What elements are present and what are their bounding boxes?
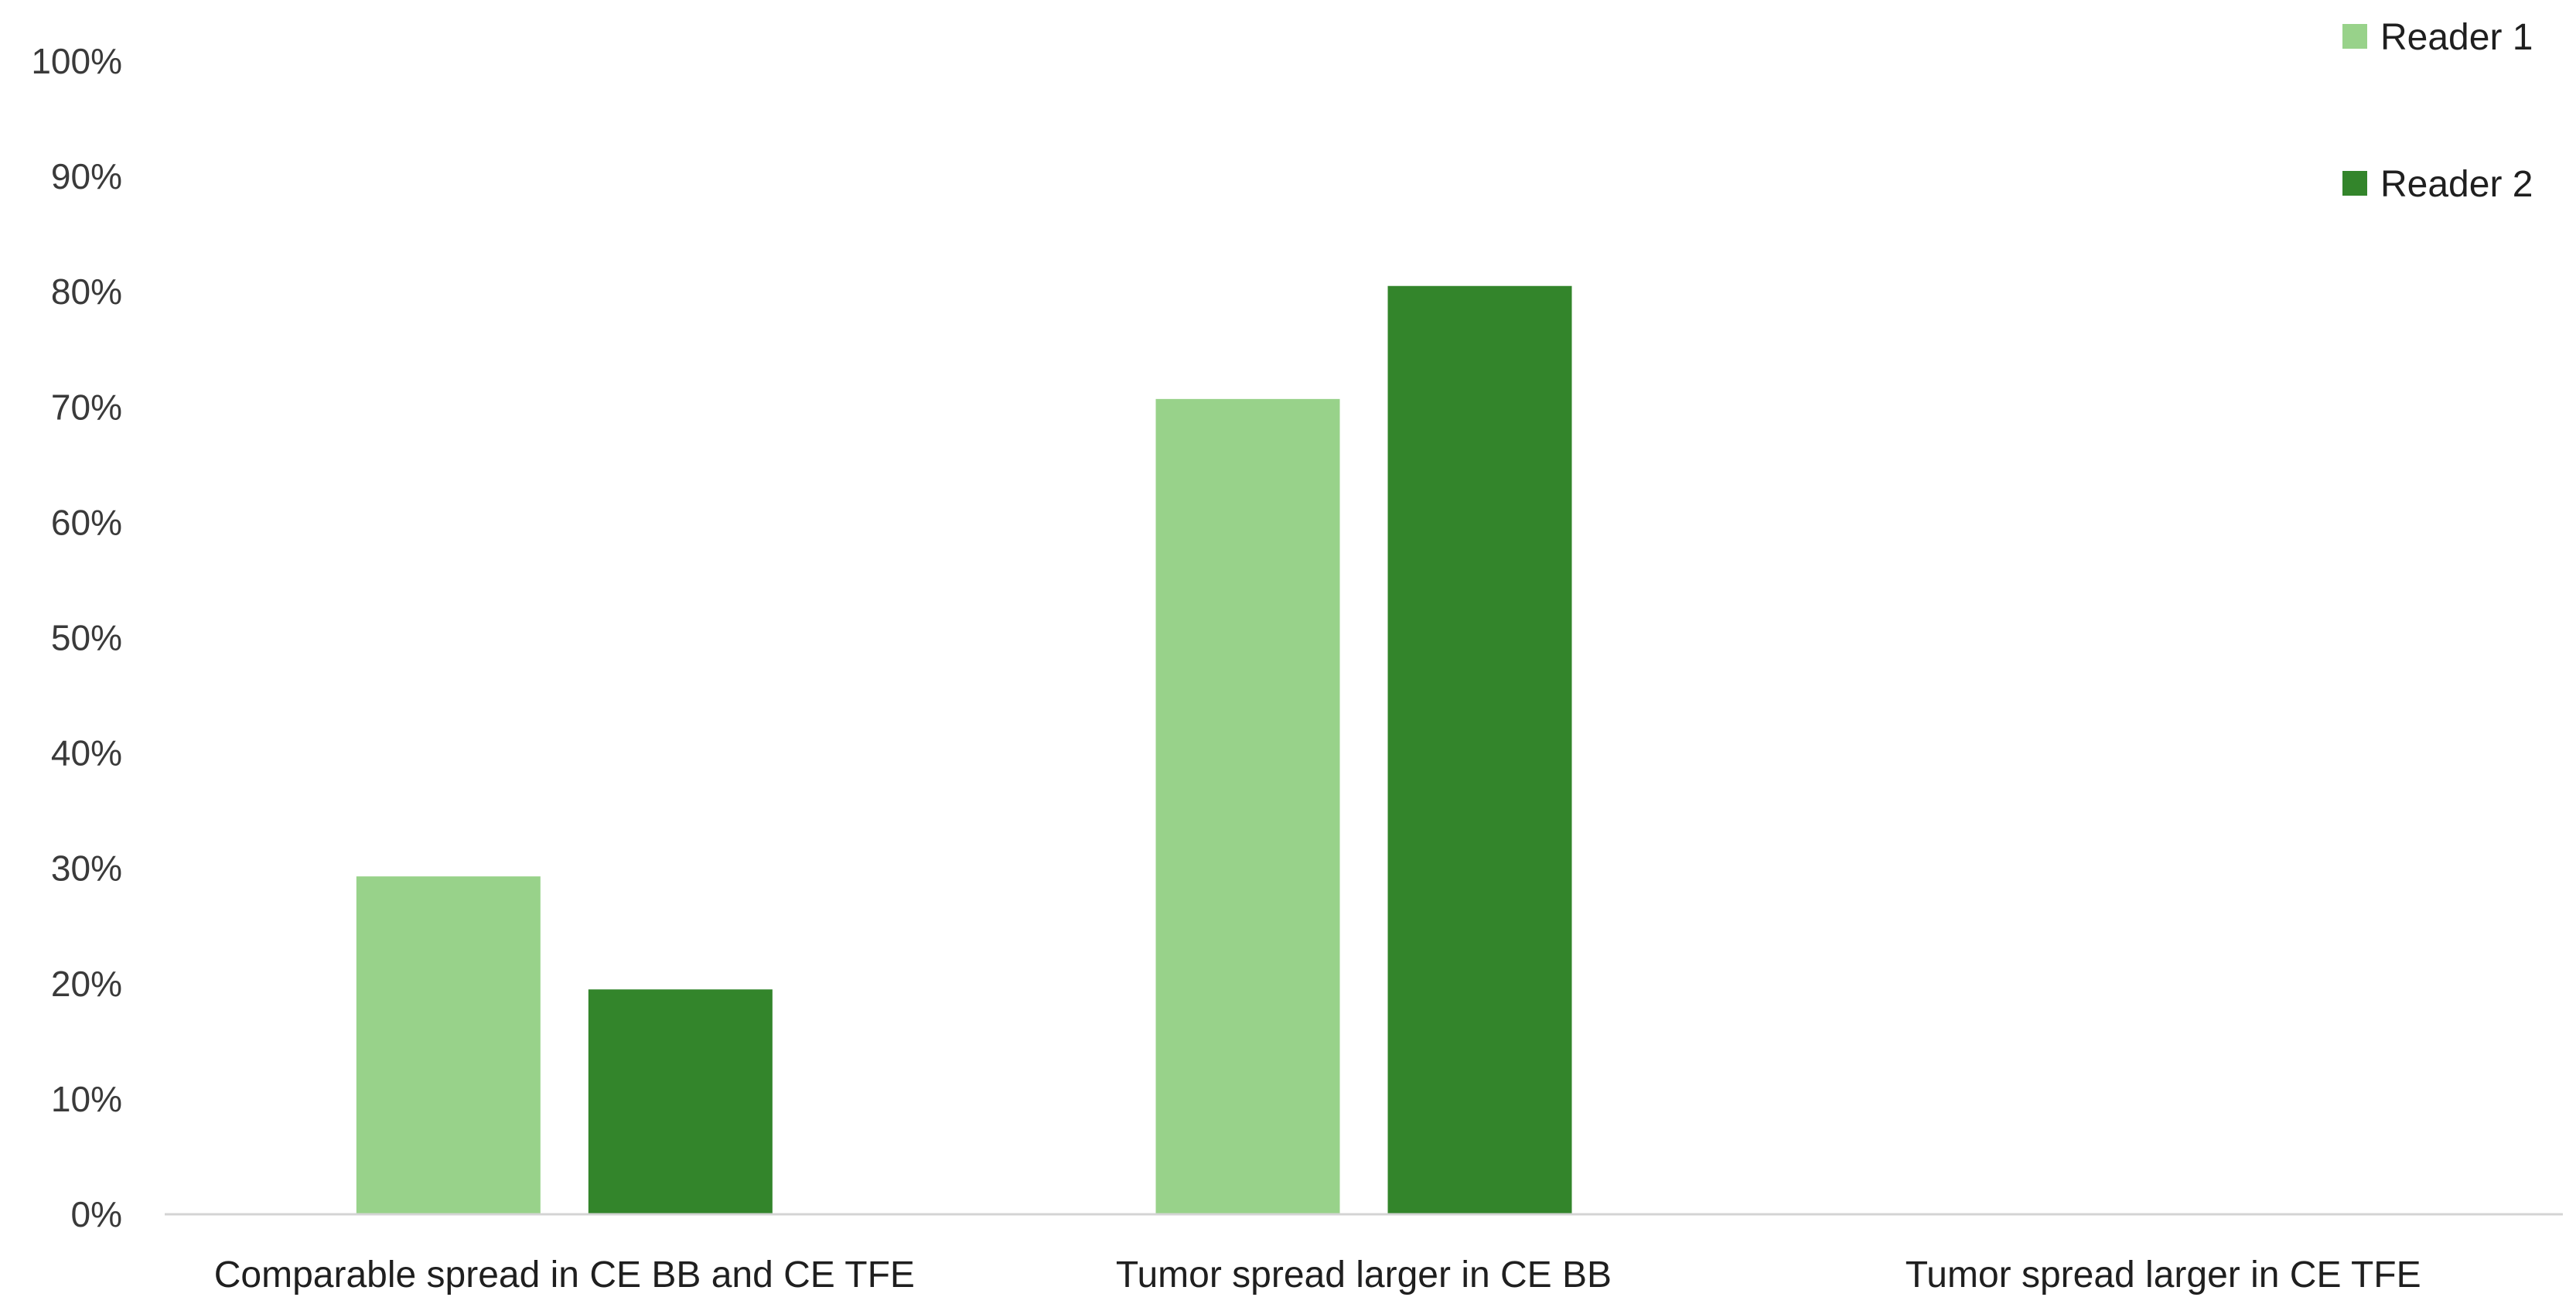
x-category-label: Tumor spread larger in CE TFE (1906, 1255, 2421, 1295)
bar-reader-1 (356, 876, 541, 1214)
bar-reader-1 (1155, 398, 1340, 1214)
y-tick-label: 60% (51, 502, 122, 542)
legend-swatch (2342, 171, 2367, 196)
y-tick-label: 10% (51, 1079, 122, 1119)
y-tick-label: 80% (51, 271, 122, 312)
x-category-label: Comparable spread in CE BB and CE TFE (214, 1255, 915, 1295)
legend-swatch (2342, 24, 2367, 49)
y-tick-label: 70% (51, 387, 122, 427)
y-tick-label: 90% (51, 156, 122, 196)
bars (356, 285, 1572, 1214)
y-tick-label: 40% (51, 733, 122, 773)
legend: Reader 1 Reader 2 (2342, 17, 2533, 205)
legend-label: Reader 2 (2380, 164, 2533, 205)
y-tick-label: 20% (51, 964, 122, 1004)
y-tick-label: 0% (71, 1194, 122, 1234)
x-axis-category-labels: Comparable spread in CE BB and CE TFE Tum… (214, 1255, 2421, 1295)
x-category-label: Tumor spread larger in CE BB (1116, 1255, 1612, 1295)
legend-label: Reader 1 (2380, 17, 2533, 58)
bar-reader-2 (1387, 285, 1572, 1214)
y-tick-label: 50% (51, 618, 122, 658)
y-tick-label: 100% (31, 41, 122, 81)
bar-reader-2 (588, 989, 773, 1214)
y-axis-tick-labels: 0% 10% 20% 30% 40% 50% 60% 70% 80% 90% 100% (31, 41, 122, 1234)
y-tick-label: 30% (51, 848, 122, 889)
